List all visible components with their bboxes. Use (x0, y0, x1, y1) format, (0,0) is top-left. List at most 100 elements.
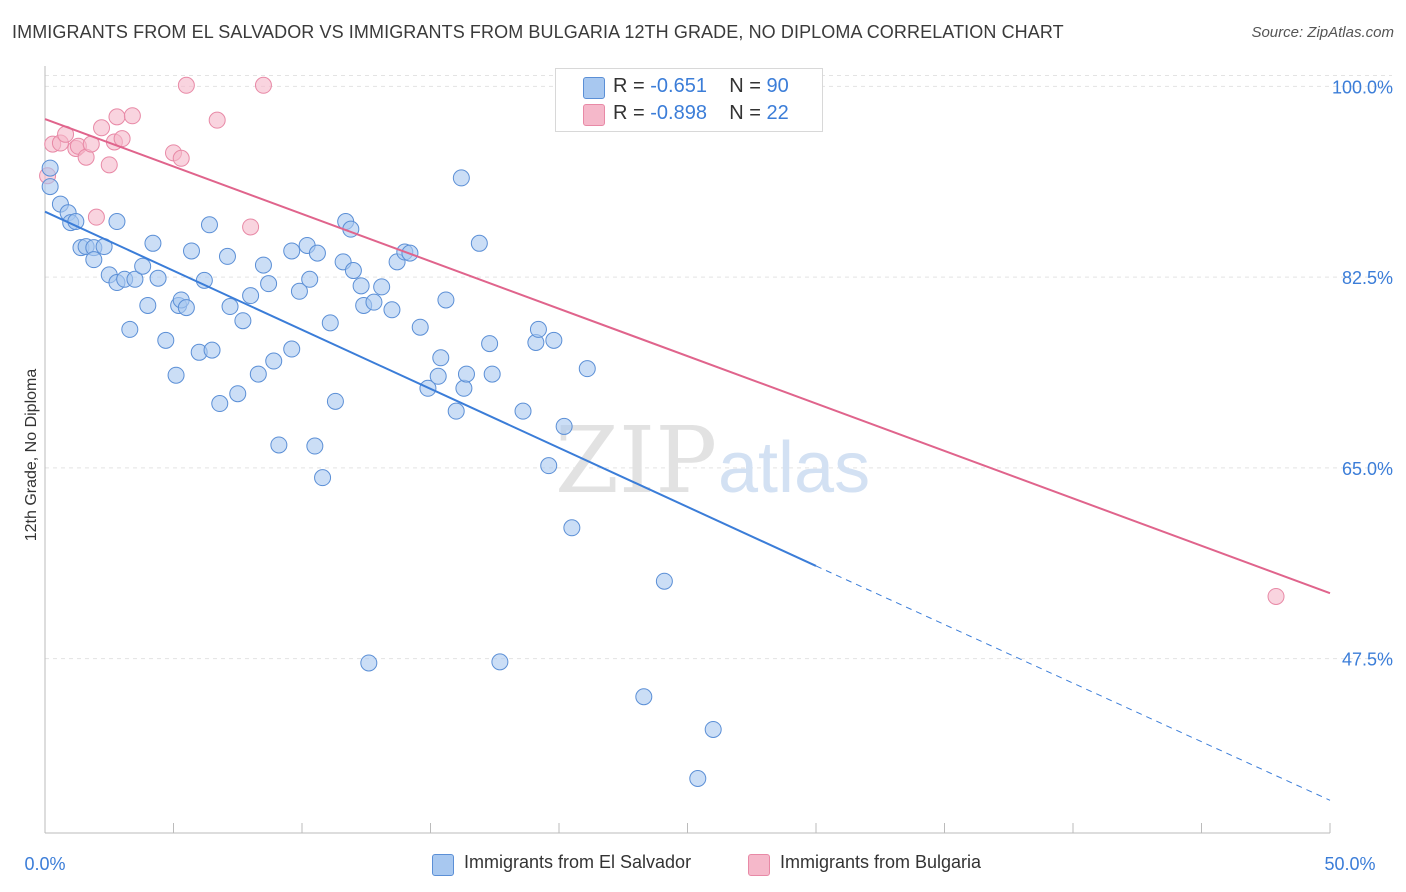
el-salvador-point (457, 365, 475, 383)
el-salvador-point (360, 654, 378, 672)
chart-title: IMMIGRANTS FROM EL SALVADOR VS IMMIGRANT… (12, 22, 1064, 42)
el-salvador-point (455, 379, 473, 397)
bulgaria-point (172, 149, 190, 167)
el-salvador-point (157, 331, 175, 349)
bulgaria-point (113, 130, 131, 148)
el-salvador-point (139, 296, 157, 314)
el-salvador-point (270, 436, 288, 454)
el-salvador-point (260, 275, 278, 293)
el-salvador-point (254, 256, 272, 274)
el-salvador-point (429, 367, 447, 385)
bottom-legend-label: Immigrants from El Salvador (464, 852, 692, 872)
el-salvador-point (211, 395, 229, 413)
watermark-zip: ZIP (555, 407, 717, 514)
el-salvador-point (218, 247, 236, 265)
stats-legend: R = -0.651 N = 90 R = -0.898 N = 22 (555, 68, 823, 132)
bottom-legend-label: Immigrants from Bulgaria (780, 852, 982, 872)
el-salvador-point (578, 360, 596, 378)
el-salvador-point (126, 270, 144, 288)
el-salvador-point (447, 402, 465, 420)
el-salvador-trend-line (44, 210, 817, 567)
x-tick-label: 0.0% (24, 854, 65, 874)
legend-r-value: -0.651 (650, 75, 707, 97)
legend-n-label: N = (729, 102, 761, 124)
el-salvador-point (321, 314, 339, 332)
el-salvador-point (182, 242, 200, 260)
el-salvador-point (283, 242, 301, 260)
tick-labels: 47.5% 65.0% 82.5% 100.0% 0.0% 50.0% (24, 77, 1393, 874)
el-salvador-trend-extension (815, 565, 1331, 801)
legend-swatch-blue (583, 77, 605, 99)
legend-n-label: N = (729, 75, 761, 97)
el-salvador-point (352, 277, 370, 295)
el-salvador-point (555, 417, 573, 435)
el-salvador-point (301, 270, 319, 288)
bulgaria-point (177, 76, 195, 94)
el-salvador-point (540, 457, 558, 475)
watermark: ZIP atlas (555, 407, 870, 514)
legend-r-label: R = (613, 102, 645, 124)
legend-n-value: 90 (766, 75, 789, 97)
el-salvador-point (200, 216, 218, 234)
el-salvador-point (383, 301, 401, 319)
axes (44, 66, 1331, 834)
bulgaria-point (254, 76, 272, 94)
el-salvador-point (635, 688, 653, 706)
y-tick-label: 100.0% (1332, 77, 1393, 97)
bulgaria-point (208, 111, 226, 129)
el-salvador-point (167, 366, 185, 384)
bulgaria-trend-line (44, 118, 1331, 595)
legend-n-value: 22 (766, 102, 789, 124)
bulgaria-point (87, 208, 105, 226)
legend-r-label: R = (613, 75, 645, 97)
el-salvador-point (242, 287, 260, 305)
el-salvador-point (41, 159, 59, 177)
x-tick-label: 50.0% (1324, 854, 1375, 874)
y-tick-label: 47.5% (1342, 650, 1393, 670)
bulgaria-point (108, 108, 126, 126)
watermark-atlas: atlas (718, 428, 870, 508)
el-salvador-point (308, 244, 326, 262)
el-salvador-point (134, 257, 152, 275)
el-salvador-point (290, 282, 308, 300)
trend-lines (44, 118, 1331, 801)
el-salvador-point (689, 770, 707, 787)
source-label: Source: ZipAtlas.com (1251, 24, 1394, 41)
y-tick-label: 65.0% (1342, 459, 1393, 479)
el-salvador-point (411, 318, 429, 336)
el-salvador-point (144, 234, 162, 252)
el-salvador-point (265, 352, 283, 370)
legend-swatch-pink (583, 104, 605, 126)
bulgaria-points (39, 76, 1285, 605)
el-salvador-point (326, 392, 344, 410)
bottom-legend-swatch-blue (432, 854, 454, 876)
el-salvador-point (437, 291, 455, 309)
el-salvador-point (704, 720, 722, 738)
legend-r-value: -0.898 (650, 102, 707, 124)
el-salvador-point (314, 469, 332, 487)
el-salvador-point (483, 365, 501, 383)
el-salvador-point (470, 234, 488, 252)
el-salvador-point (306, 437, 324, 455)
el-salvador-point (344, 262, 362, 280)
el-salvador-point (491, 653, 509, 671)
el-salvador-point (655, 572, 673, 590)
el-salvador-point (249, 365, 267, 383)
el-salvador-point (203, 341, 221, 359)
el-salvador-point (545, 331, 563, 349)
el-salvador-point (85, 251, 103, 269)
y-axis-label: 12th Grade, No Diploma (23, 368, 40, 542)
el-salvador-point (149, 269, 167, 287)
el-salvador-point (514, 402, 532, 420)
el-salvador-point (452, 169, 470, 187)
el-salvador-point (67, 213, 85, 231)
el-salvador-point (229, 385, 247, 403)
el-salvador-point (121, 320, 139, 338)
bulgaria-point (100, 156, 118, 174)
el-salvador-point (108, 213, 126, 231)
bulgaria-point (242, 218, 260, 236)
el-salvador-point (373, 278, 391, 296)
el-salvador-point (529, 320, 547, 338)
el-salvador-point (177, 299, 195, 317)
